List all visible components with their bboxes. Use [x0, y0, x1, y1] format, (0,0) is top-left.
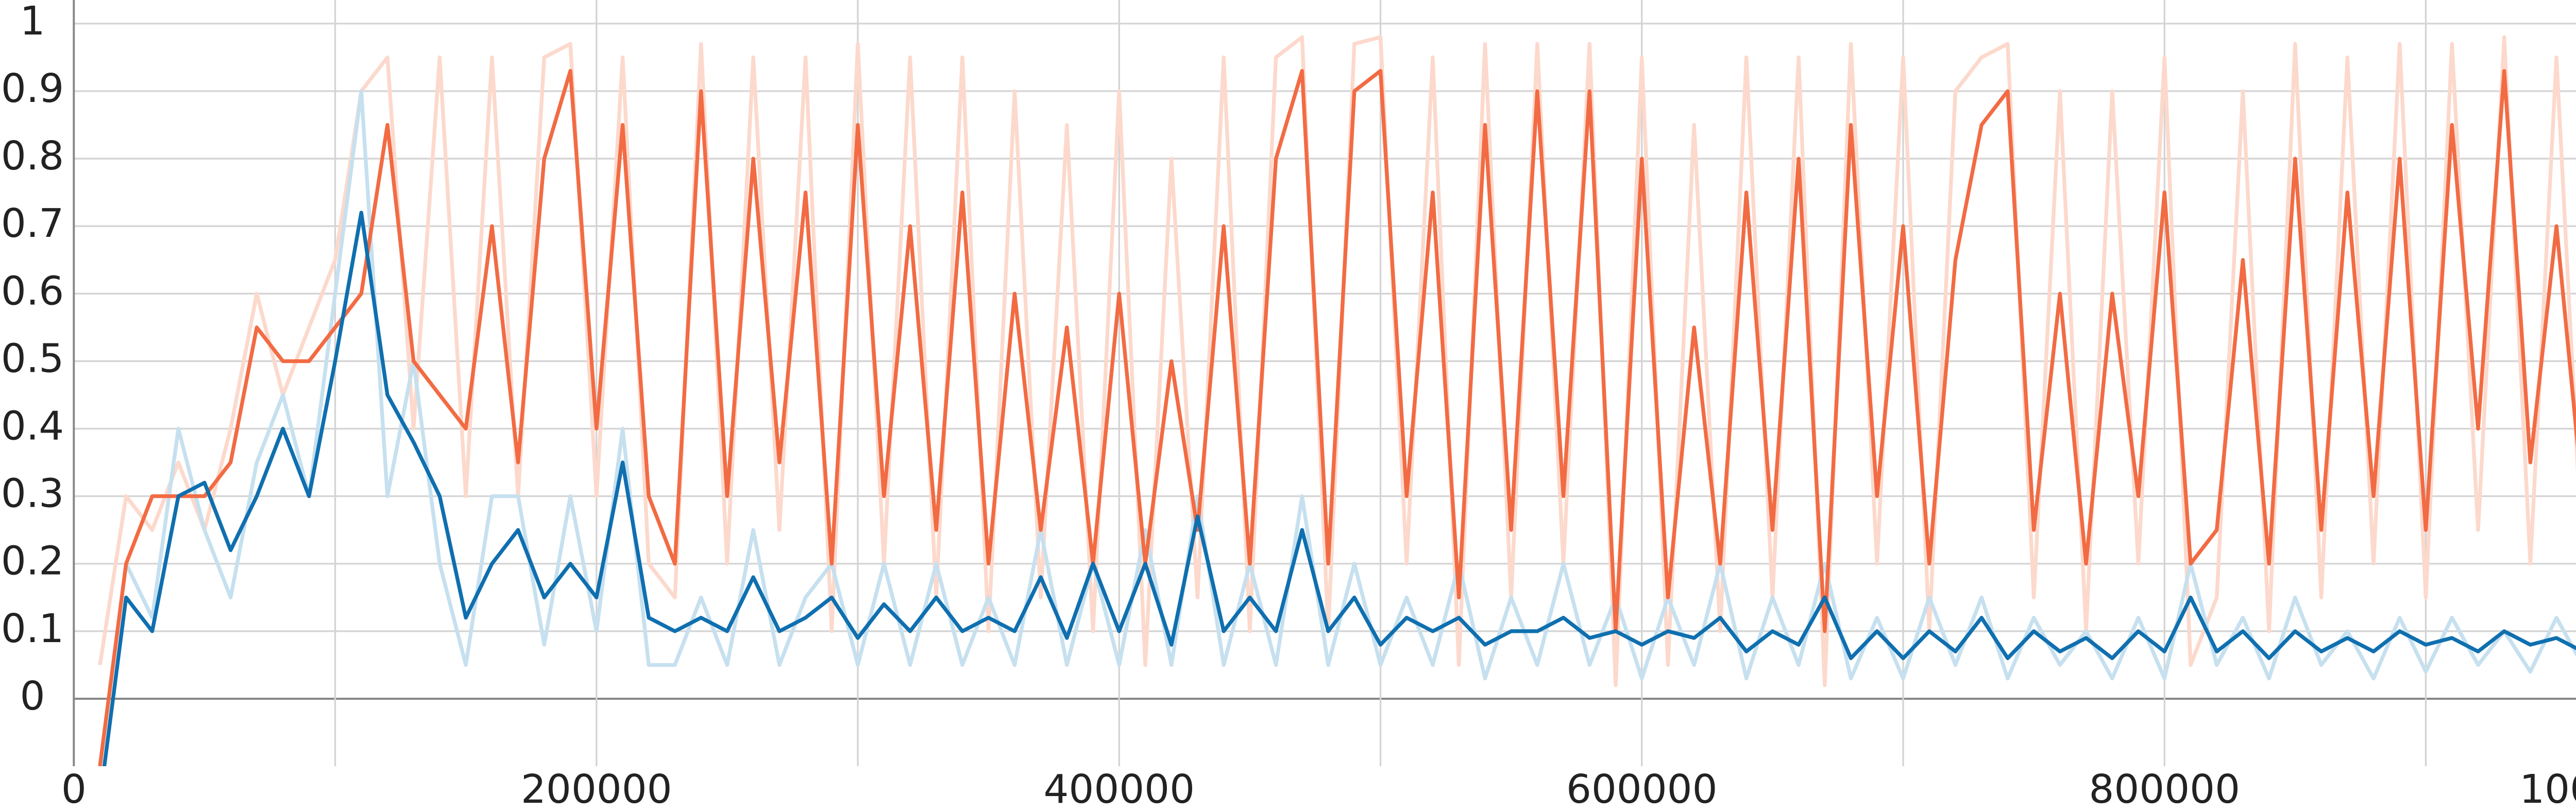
x-tick-label: 0: [61, 767, 87, 811]
x-tick-label: 600000: [1566, 767, 1718, 811]
y-tick-label: 0.5: [1, 336, 64, 382]
x-tick-label: 800000: [2089, 767, 2240, 811]
x-tick-label: 1000000: [2519, 767, 2576, 811]
y-tick-label: 0.9: [1, 66, 64, 112]
y-tick-label: 0.1: [1, 606, 64, 652]
y-tick-label: 0.2: [1, 539, 64, 584]
plot-area: [98, 35, 2576, 767]
y-tick-label: 0: [20, 674, 45, 719]
series-line: [102, 211, 2576, 767]
series-line: [98, 68, 2576, 767]
y-tick-label: 0.8: [1, 133, 64, 179]
y-tick-label: 0.3: [1, 471, 64, 517]
x-tick-label: 400000: [1043, 767, 1195, 811]
y-tick-label: 0.7: [1, 201, 64, 247]
y-tick-label: 0.6: [1, 268, 64, 314]
y-tick-label: 0.4: [1, 404, 64, 450]
x-tick-label: 200000: [521, 767, 672, 811]
grid: [73, 0, 2576, 767]
y-tick-label: 1: [20, 0, 45, 44]
